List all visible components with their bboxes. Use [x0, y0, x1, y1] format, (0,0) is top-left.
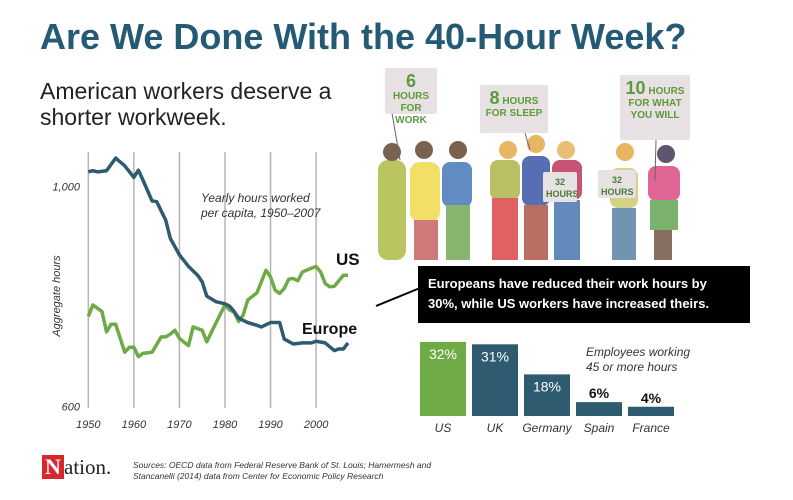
bar-value-germany: 18% — [533, 378, 561, 394]
series-label-us: US — [336, 250, 360, 269]
sign-10-hours: 10 HOURS FOR WHAT YOU WILL — [620, 75, 690, 140]
page-title: Are We Done With the 40-Hour Week? — [40, 16, 687, 57]
y-tick-600: 600 — [62, 402, 81, 414]
y-tick-1000: 1,000 — [52, 182, 80, 194]
series-line-us — [86, 264, 348, 359]
callout-box: Europeans have reduced their work hours … — [418, 266, 750, 323]
sign-32-hours-a: 32 HOURS — [543, 172, 579, 202]
bar-value-uk: 31% — [481, 348, 509, 364]
sign-6-hours: 6 HOURS FOR WORK — [385, 68, 437, 126]
x-tick-2000: 2000 — [303, 419, 329, 431]
bar-value-france: 4% — [641, 390, 662, 406]
bar-category-france: France — [632, 421, 670, 435]
series-line-europe — [87, 156, 350, 353]
bar-category-uk: UK — [487, 421, 505, 435]
x-tick-1980: 1980 — [213, 419, 238, 431]
bar-category-us: US — [435, 421, 452, 435]
bar-value-spain: 6% — [589, 385, 610, 401]
chart-annotation-line1: Yearly hours worked — [201, 191, 310, 205]
x-tick-1990: 1990 — [258, 419, 283, 431]
x-tick-1950: 1950 — [76, 419, 101, 431]
bar-category-spain: Spain — [584, 421, 615, 435]
bar-spain — [576, 402, 622, 416]
subtitle: American workers deserve a shorter workw… — [40, 78, 332, 130]
bar-annotation-line1: Employees working — [586, 345, 690, 359]
bar-germany — [524, 374, 570, 416]
callout-pointer — [375, 287, 421, 307]
chart-annotation-line2: per capita, 1950–2007 — [200, 206, 322, 220]
protest-illustration: 6 HOURS FOR WORK 8 HOURS FOR SLEEP 10 HO… — [370, 60, 710, 260]
sign-32-hours-b: 32 HOURS — [598, 170, 636, 198]
bar-uk — [472, 344, 518, 416]
x-tick-1970: 1970 — [167, 419, 192, 431]
y-axis-label: Aggregate hours — [51, 255, 63, 338]
x-tick-1960: 1960 — [122, 419, 147, 431]
sources-text: Sources: OECD data from Federal Reserve … — [133, 460, 432, 481]
bar-annotation-line2: 45 or more hours — [586, 360, 677, 374]
series-label-europe: Europe — [302, 321, 357, 338]
sign-8-hours: 8 HOURS FOR SLEEP — [480, 85, 548, 133]
bar-category-germany: Germany — [522, 421, 572, 435]
bar-value-us: 32% — [429, 346, 457, 362]
bar-france — [628, 406, 674, 416]
bar-us — [420, 342, 466, 416]
